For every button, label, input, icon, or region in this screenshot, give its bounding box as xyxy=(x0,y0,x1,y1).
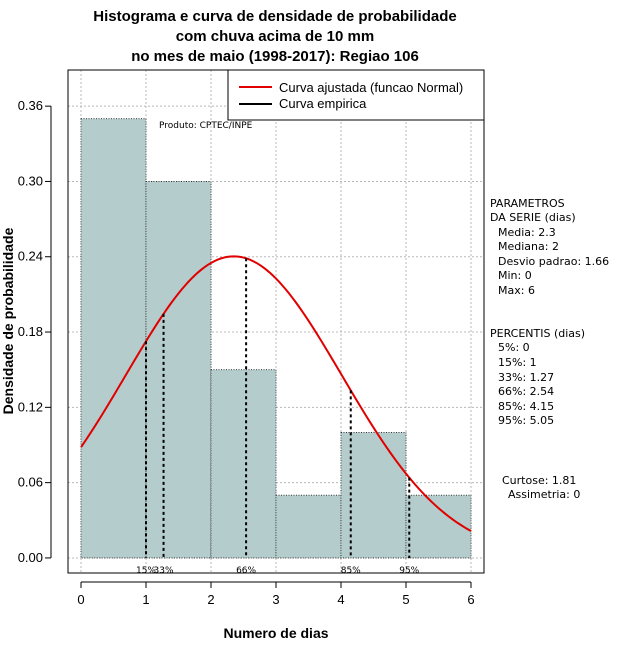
percentile-markers: 15%33% 66% 85% 95% xyxy=(136,258,420,576)
legend-box xyxy=(227,69,485,121)
param-max: Max: 6 xyxy=(498,284,535,297)
percentil-66: 66%: 2.54 xyxy=(498,385,554,398)
chart-title-line-3: no mes de maio (1998-2017): Regiao 106 xyxy=(131,48,419,65)
legend: Curva ajustada (funcao Normal) Curva emp… xyxy=(227,69,485,121)
percentil-95: 95%: 5.05 xyxy=(498,414,554,427)
y-tick-label-5: 0.30 xyxy=(18,173,43,188)
chart-title-line-1: Histograma e curva de densidade de proba… xyxy=(93,8,456,25)
histogram-bars xyxy=(80,118,472,559)
x-tick-label-5: 5 xyxy=(402,592,409,607)
params-title-line-2: DA SERIE (dias) xyxy=(490,211,576,224)
y-tick-label-2: 0.12 xyxy=(18,399,43,414)
percentile-marker-label-2: 66% xyxy=(236,566,256,576)
y-tick-label-3: 0.18 xyxy=(18,324,43,339)
assimetria-value: Assimetria: 0 xyxy=(508,488,580,501)
y-tick-label-6: 0.36 xyxy=(18,98,43,113)
curtose-value: Curtose: 1.81 xyxy=(502,474,576,487)
percentil-5: 5%: 0 xyxy=(498,341,530,354)
percentile-marker-label-3: 85% xyxy=(341,566,361,576)
y-tick-label-1: 0.06 xyxy=(18,475,43,490)
chart-title-line-2: com chuva acima de 10 mm xyxy=(176,28,374,45)
percentile-marker-label-4: 95% xyxy=(399,566,419,576)
x-tick-label-1: 1 xyxy=(142,592,149,607)
series-parameters-panel: PARAMETROS DA SERIE (dias) Media: 2.3 Me… xyxy=(490,197,609,501)
x-tick-label-4: 4 xyxy=(337,592,344,607)
histogram-bar-5 xyxy=(405,494,472,559)
percentile-marker-label-1: 33% xyxy=(154,566,174,576)
histogram-bar-4 xyxy=(340,432,407,559)
x-tick-label-2: 2 xyxy=(207,592,214,607)
x-tick-label-0: 0 xyxy=(77,592,84,607)
y-tick-label-4: 0.24 xyxy=(18,249,43,264)
params-title-line-1: PARAMETROS xyxy=(490,197,565,210)
x-axis-title: Numero de dias xyxy=(223,625,328,641)
percentil-33: 33%: 1.27 xyxy=(498,371,554,384)
histogram-bar-0 xyxy=(80,118,147,559)
percentile-marker-label-0: 15% xyxy=(136,566,156,576)
x-tick-label-3: 3 xyxy=(272,592,279,607)
credit-text: Produto: CPTEC/INPE xyxy=(159,121,253,131)
y-axis-title: Densidade de probabilidade xyxy=(0,227,16,414)
percentis-title: PERCENTIS (dias) xyxy=(490,327,585,340)
axes: 0.00 0.06 0.12 0.18 0.24 0.30 0.36 0 1 2 3 4 5 6 xyxy=(18,98,475,607)
histogram-bar-3 xyxy=(275,494,342,559)
param-min: Min: 0 xyxy=(498,269,532,282)
y-tick-label-0: 0.00 xyxy=(18,550,43,565)
param-mediana: Mediana: 2 xyxy=(498,240,559,253)
percentil-15: 15%: 1 xyxy=(498,356,537,369)
legend-label-normal-curve: Curva ajustada (funcao Normal) xyxy=(279,80,463,95)
percentil-85: 85%: 4.15 xyxy=(498,400,554,413)
histogram-bar-2 xyxy=(210,369,277,559)
x-tick-label-6: 6 xyxy=(467,592,474,607)
param-desvio-padrao: Desvio padrao: 1.66 xyxy=(498,255,609,268)
histogram-bar-1 xyxy=(145,181,212,559)
legend-label-empirical-curve: Curva empirica xyxy=(279,96,367,111)
param-media: Media: 2.3 xyxy=(498,226,556,239)
